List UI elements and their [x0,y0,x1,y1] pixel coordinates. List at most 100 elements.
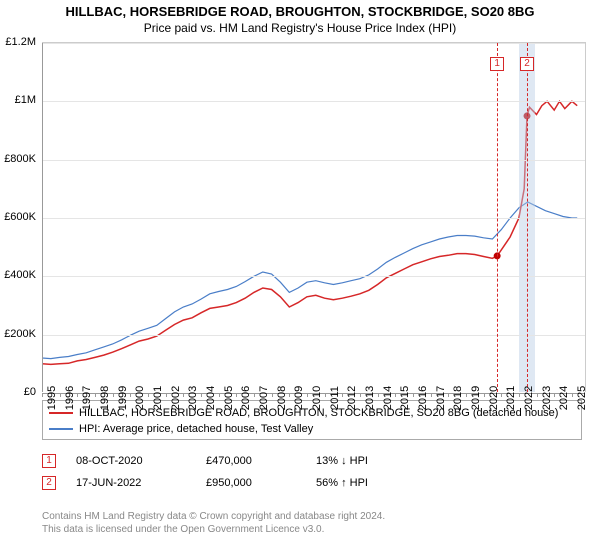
sale-price: £470,000 [198,455,308,467]
x-axis-label: 2017 [435,386,447,410]
footer-line-1: Contains HM Land Registry data © Crown c… [42,510,385,523]
x-tick [448,393,449,397]
x-axis-label: 2021 [505,386,517,410]
x-axis-label: 1997 [81,386,93,410]
x-axis-label: 2024 [558,386,570,410]
x-tick [395,393,396,397]
x-tick [307,393,308,397]
x-axis-label: 2025 [576,386,588,410]
x-axis-label: 2016 [417,386,429,410]
x-axis-label: 1995 [46,386,58,410]
footer-attribution: Contains HM Land Registry data © Crown c… [42,510,385,536]
x-axis-label: 2006 [240,386,252,410]
x-tick [148,393,149,397]
x-axis-label: 2009 [293,386,305,410]
x-axis-label: 2010 [311,386,323,410]
y-axis-label: £400K [0,269,36,281]
plot-area: 12 [42,42,586,392]
sale-price: £950,000 [198,477,308,489]
x-axis-label: 2001 [152,386,164,410]
x-tick [95,393,96,397]
x-axis-label: 2005 [223,386,235,410]
x-axis-label: 2008 [276,386,288,410]
sale-marker-badge: 1 [490,57,504,71]
y-axis-label: £1M [0,94,36,106]
sale-delta: 13% ↓ HPI [308,455,418,467]
y-axis [42,43,43,392]
sale-marker-line [497,43,498,392]
gridline-h [42,335,585,336]
x-tick [254,393,255,397]
x-tick [272,393,273,397]
x-axis-label: 2007 [258,386,270,410]
y-axis-label: £200K [0,328,36,340]
sale-delta: 56% ↑ HPI [308,477,418,489]
x-axis-label: 2019 [470,386,482,410]
x-tick [42,393,43,397]
x-tick [484,393,485,397]
gridline-h [42,160,585,161]
x-axis-label: 1998 [99,386,111,410]
x-tick [219,393,220,397]
x-axis-label: 2011 [329,386,341,410]
title-block: HILLBAC, HORSEBRIDGE ROAD, BROUGHTON, ST… [0,0,600,35]
sale-date: 08-OCT-2020 [68,455,198,467]
x-axis-label: 2000 [134,386,146,410]
sales-table: 1 08-OCT-2020£470,00013% ↓ HPI 2 17-JUN-202… [42,450,418,494]
gridline-h [42,218,585,219]
sale-date: 17-JUN-2022 [68,477,198,489]
gridline-h [42,43,585,44]
x-axis-label: 2013 [364,386,376,410]
x-tick [183,393,184,397]
x-tick [113,393,114,397]
chart-container: HILLBAC, HORSEBRIDGE ROAD, BROUGHTON, ST… [0,0,600,560]
y-axis-label: £600K [0,211,36,223]
sale-row: 1 08-OCT-2020£470,00013% ↓ HPI [42,450,418,472]
x-tick [236,393,237,397]
legend-label: HPI: Average price, detached house, Test… [79,423,313,435]
x-tick [77,393,78,397]
legend-swatch [49,428,73,430]
x-tick [537,393,538,397]
sale-marker-line [527,43,528,392]
x-tick [130,393,131,397]
x-tick [60,393,61,397]
x-axis-label: 2014 [382,386,394,410]
x-axis-label: 2023 [541,386,553,410]
x-tick [289,393,290,397]
x-tick [201,393,202,397]
x-axis-label: 1996 [64,386,76,410]
legend-item: HPI: Average price, detached house, Test… [49,421,575,437]
chart-title: HILLBAC, HORSEBRIDGE ROAD, BROUGHTON, ST… [0,4,600,19]
x-axis-label: 2020 [488,386,500,410]
x-tick [554,393,555,397]
y-axis-label: £800K [0,153,36,165]
chart-subtitle: Price paid vs. HM Land Registry's House … [0,19,600,35]
y-axis-label: £0 [0,386,36,398]
x-tick [572,393,573,397]
x-tick [501,393,502,397]
legend-swatch [49,412,73,414]
x-tick [166,393,167,397]
x-tick [431,393,432,397]
x-tick [519,393,520,397]
x-tick [342,393,343,397]
x-axis-label: 2002 [170,386,182,410]
sale-marker-badge: 2 [520,57,534,71]
x-tick [466,393,467,397]
y-axis-label: £1.2M [0,36,36,48]
x-axis-label: 2018 [452,386,464,410]
sale-row-badge: 2 [42,476,56,490]
gridline-h [42,276,585,277]
x-axis-label: 2015 [399,386,411,410]
x-tick [325,393,326,397]
x-axis-label: 2012 [346,386,358,410]
x-tick [378,393,379,397]
sale-row-badge: 1 [42,454,56,468]
x-axis-label: 1999 [117,386,129,410]
gridline-h [42,101,585,102]
x-axis-label: 2022 [523,386,535,410]
footer-line-2: This data is licensed under the Open Gov… [42,523,385,536]
x-axis-label: 2004 [205,386,217,410]
x-axis-label: 2003 [187,386,199,410]
